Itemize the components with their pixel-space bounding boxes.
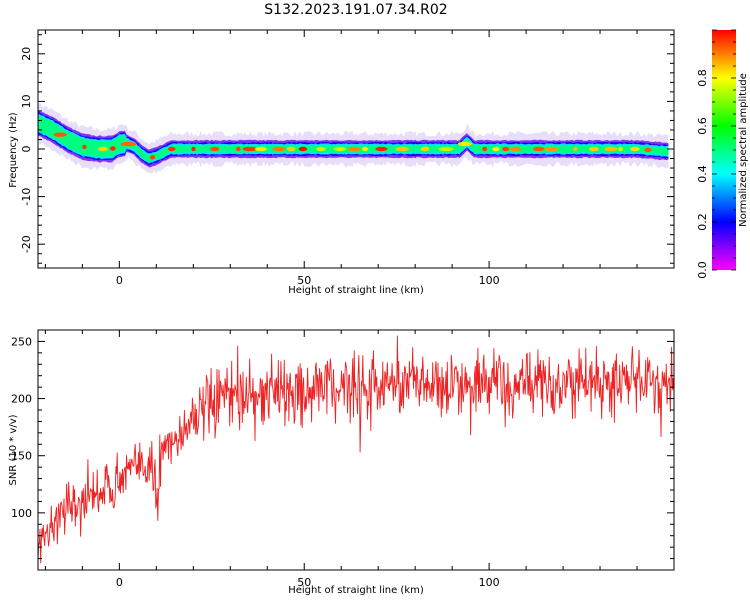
snr-frame	[37, 329, 675, 571]
y-tick-label: -20	[20, 235, 33, 253]
spectrogram-hotspot	[644, 147, 652, 153]
spectrogram-image	[38, 101, 669, 174]
spectrogram-hotspot	[286, 146, 296, 152]
spectrogram-hotspot	[120, 141, 137, 147]
spectrogram-hotspot	[98, 146, 108, 152]
spectrogram-hotspot	[438, 146, 454, 152]
spectrogram-hotspot	[604, 146, 618, 152]
x-tick-label: 100	[479, 576, 500, 589]
spectrogram-hotspot	[149, 155, 156, 160]
colorbar-gradient	[712, 30, 736, 270]
spectrogram-hotspot	[502, 146, 510, 152]
colorbar-tick-label: 0.4	[696, 165, 709, 183]
spectrogram-xlabel: Height of straight line (km)	[288, 285, 424, 296]
colorbar-tick-label: 0.8	[696, 69, 709, 87]
spectrogram-hotspot	[457, 141, 472, 147]
spectrogram-hotspot	[82, 144, 87, 150]
colorbar: 0.0 0.2 0.4 0.6 0.8 Normalized spectral ampl…	[696, 29, 749, 279]
spectrogram-hotspot	[191, 146, 196, 152]
spectrogram-hotspot	[315, 146, 326, 152]
spectrogram-hotspot	[255, 146, 267, 152]
y-tick-label: 0	[20, 146, 33, 153]
spectrogram-hotspot	[347, 146, 361, 152]
spectrogram-hotspot	[236, 146, 241, 152]
y-tick-label: 200	[11, 393, 32, 406]
snr-ylabel: SNR (10 * v/v)	[8, 414, 19, 485]
colorbar-tick-label: 0.2	[696, 213, 709, 231]
y-tick-label: 250	[11, 335, 32, 348]
x-tick-label: 0	[116, 576, 123, 589]
spectrogram-hotspot	[375, 146, 388, 152]
spectrogram-hotspot	[482, 146, 488, 152]
spectrogram-hotspot	[573, 146, 578, 152]
x-tick-label: 50	[297, 576, 311, 589]
spectrogram-hotspot	[544, 146, 559, 152]
y-tick-label: 20	[20, 47, 33, 61]
spectrogram-hotspot	[395, 146, 410, 152]
spectrogram-hotspot	[333, 146, 347, 152]
y-tick-label: 10	[20, 94, 33, 108]
snr-panel: 0 50 100 100 150 200 250 Height of straight li…	[8, 329, 675, 596]
spectrogram-hotspot	[53, 132, 67, 137]
spectrogram-panel: 0 50 100 -20 -10 0 10 20 Height of straight lin…	[8, 29, 675, 296]
y-tick-label: -10	[20, 188, 33, 206]
x-tick-label: 100	[479, 274, 500, 287]
colorbar-tick-label: 0.0	[696, 261, 709, 279]
y-tick-label: 100	[11, 507, 32, 520]
snr-xlabel: Height of straight line (km)	[288, 585, 424, 596]
spectrogram-hotspot	[492, 146, 500, 152]
x-tick-label: 0	[116, 274, 123, 287]
spectrogram-hotspot	[630, 146, 640, 152]
spectrogram-hotspot	[509, 146, 522, 152]
spectrogram-hotspot	[618, 146, 623, 152]
colorbar-tick-label: 0.6	[696, 117, 709, 135]
spectrogram-hotspot	[210, 146, 220, 152]
colorbar-ticks: 0.0 0.2 0.4 0.6 0.8	[696, 29, 736, 279]
colorbar-label: Normalized spectral amplitude	[738, 73, 749, 227]
spectrogram-hotspot	[361, 146, 368, 152]
spectrogram-hotspot	[168, 146, 176, 152]
spectrogram-hotspot	[298, 146, 308, 152]
spectrogram-hotspot	[420, 146, 430, 152]
spectrogram-ticks: 0 50 100 -20 -10 0 10 20	[20, 30, 675, 287]
spectrogram-hotspot	[589, 146, 599, 152]
spectrogram-hotspot	[242, 146, 258, 152]
figure-title: S132.2023.191.07.34.R02	[264, 2, 447, 18]
x-tick-label: 50	[297, 274, 311, 287]
spectrogram-hotspot	[109, 146, 116, 151]
spectrogram-hotspot	[272, 146, 286, 152]
snr-series-line	[38, 335, 674, 564]
spectrogram-ylabel: Frequency (Hz)	[8, 112, 19, 188]
spectrogram-hotspot	[532, 146, 545, 152]
y-tick-label: 150	[11, 450, 32, 463]
snr-ticks: 0 50 100 100 150 200 250	[11, 329, 675, 589]
